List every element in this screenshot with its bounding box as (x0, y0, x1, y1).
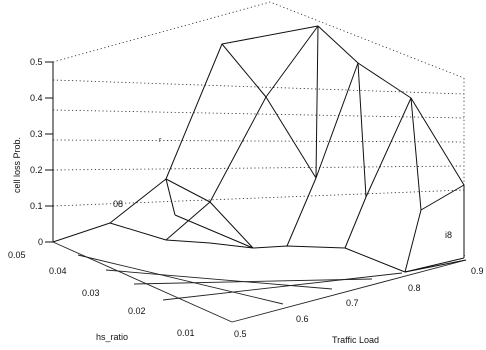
z-axis-label: cell loss Prob. (12, 137, 22, 193)
y-tick-0.05: 0.05 (8, 250, 26, 260)
y-tick-0.02: 0.02 (128, 306, 146, 316)
y-tick-labels: 0.05 0.04 0.03 0.02 0.01 (8, 250, 195, 338)
z-tick-labels: 0.5 0.4 0.3 0.2 0.1 0 (30, 57, 43, 247)
y-axis-label: hs_ratio (96, 332, 128, 342)
axis-frame (45, 61, 54, 243)
x-tick-0.8: 0.8 (408, 283, 421, 293)
z-tick-0.3: 0.3 (30, 129, 43, 139)
x-tick-0.5: 0.5 (234, 329, 247, 339)
floor-grid (52, 241, 467, 323)
annotation-08: 08 (113, 199, 123, 209)
z-tick-0.5: 0.5 (30, 57, 43, 67)
z-tick-0: 0 (38, 237, 43, 247)
y-tick-0.01: 0.01 (177, 328, 195, 338)
back-wall-grid (52, 1, 467, 259)
y-tick-0.03: 0.03 (82, 288, 100, 298)
annotation-i8: i8 (445, 230, 452, 240)
x-tick-0.9: 0.9 (471, 266, 484, 276)
x-tick-0.6: 0.6 (296, 314, 309, 324)
surface-mesh (52, 25, 467, 273)
z-tick-0.2: 0.2 (30, 165, 43, 175)
z-tick-0.4: 0.4 (30, 93, 43, 103)
x-tick-0.7: 0.7 (346, 298, 359, 308)
x-tick-labels: 0.5 0.6 0.7 0.8 0.9 (234, 266, 484, 339)
y-tick-0.04: 0.04 (49, 266, 67, 276)
z-tick-0.1: 0.1 (30, 201, 43, 211)
annotation-r: r (159, 137, 162, 144)
x-axis-label: Traffic Load (332, 335, 379, 345)
